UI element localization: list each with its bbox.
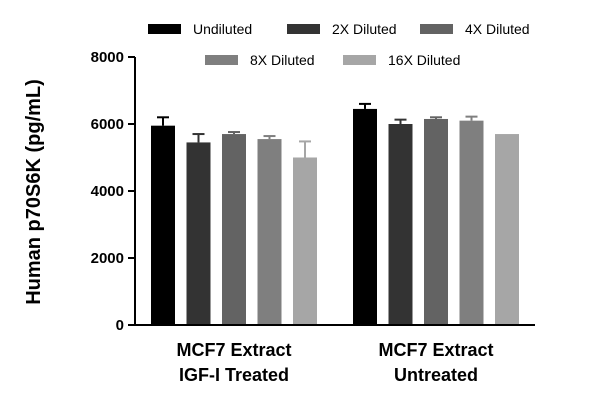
y-tick-label: 2000	[91, 250, 124, 267]
bar	[495, 134, 519, 325]
legend-swatch	[148, 24, 181, 34]
y-tick-label: 0	[116, 317, 124, 334]
legend-swatch	[287, 24, 320, 34]
y-tick-label: 6000	[91, 116, 124, 133]
bar	[293, 157, 317, 325]
x-axis-categories: MCF7 Extract IGF-I Treated MCF7 Extract Unt…	[176, 340, 493, 385]
bar	[257, 139, 282, 325]
bar	[388, 124, 413, 325]
legend: Undiluted 2X Diluted 4X Diluted 8X Diluted 1…	[148, 21, 530, 68]
y-tick-label: 8000	[91, 49, 124, 66]
legend-swatch	[205, 55, 238, 65]
y-tick-label: 4000	[91, 183, 124, 200]
y-axis: 0 2000 4000 6000 8000	[91, 49, 136, 334]
bar	[222, 134, 246, 325]
legend-label: 4X Diluted	[465, 21, 530, 37]
bar	[186, 142, 211, 325]
y-axis-label: Human p70S6K (pg/mL)	[23, 79, 45, 305]
bars	[151, 102, 519, 326]
bar	[353, 108, 377, 325]
x-category-label: MCF7 Extract	[176, 340, 291, 360]
legend-label: 8X Diluted	[250, 52, 315, 68]
bar	[424, 118, 448, 325]
legend-label: Undiluted	[193, 21, 252, 37]
legend-swatch	[343, 55, 376, 65]
x-category-label: IGF-I Treated	[179, 365, 289, 385]
legend-swatch	[420, 24, 453, 34]
bar	[459, 120, 484, 326]
legend-label: 2X Diluted	[332, 21, 397, 37]
x-category-label: MCF7 Extract	[378, 340, 493, 360]
bar	[151, 125, 175, 325]
x-category-label: Untreated	[394, 365, 478, 385]
legend-label: 16X Diluted	[388, 52, 460, 68]
